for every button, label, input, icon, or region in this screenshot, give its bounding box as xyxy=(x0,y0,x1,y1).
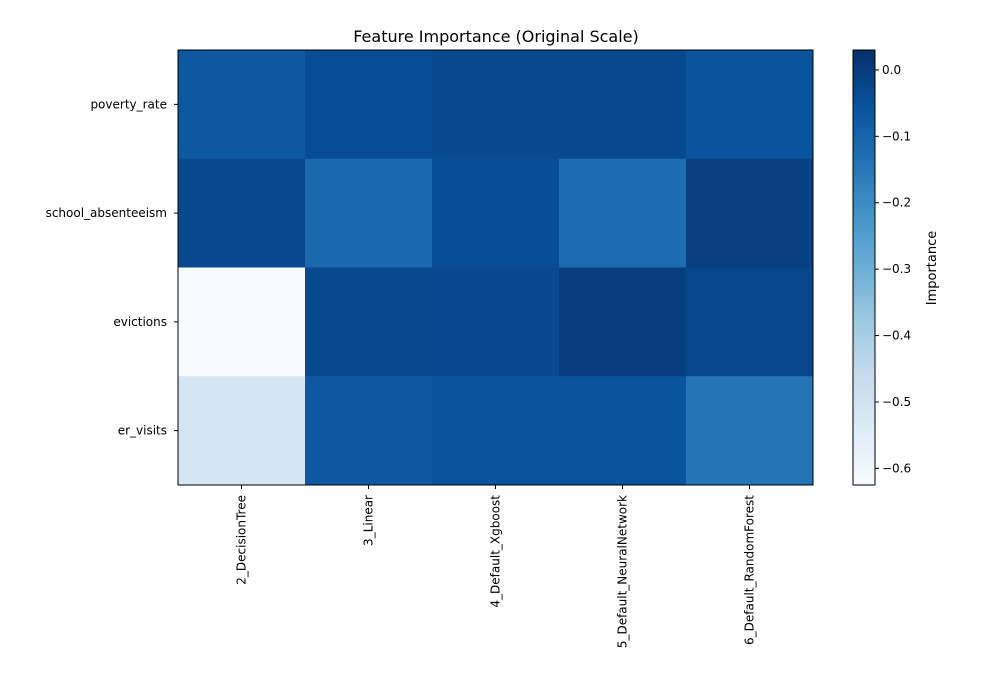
heatmap-cell xyxy=(432,376,560,486)
heatmap-cell xyxy=(178,267,306,377)
heatmap-cell xyxy=(178,158,306,268)
heatmap-cell xyxy=(305,267,433,377)
heatmap-cell xyxy=(432,50,560,160)
row-labels: poverty_rate school_absenteeism evictions e… xyxy=(46,97,178,438)
colorbar-tick-label: −0.3 xyxy=(882,262,911,276)
colorbar-tick-label: −0.6 xyxy=(882,461,911,475)
colorbar-tick-label: −0.4 xyxy=(882,329,911,343)
heatmap-cell xyxy=(686,376,814,486)
column-label: 3_Linear xyxy=(362,495,376,546)
heatmap-cell xyxy=(686,267,814,377)
heatmap-cell xyxy=(305,50,433,160)
heatmap-cell xyxy=(178,50,306,160)
column-label: 6_Default_RandomForest xyxy=(743,495,757,645)
heatmap-cell xyxy=(432,267,560,377)
heatmap-cell xyxy=(559,267,687,377)
chart-title: Feature Importance (Original Scale) xyxy=(353,27,639,46)
heatmap-cell xyxy=(305,376,433,486)
colorbar-tick-label: 0.0 xyxy=(882,63,901,77)
colorbar-ticks: 0.0 −0.1 −0.2 −0.3 −0.4 −0.5 −0.6 xyxy=(875,63,911,475)
column-label: 4_Default_Xgboost xyxy=(489,495,503,608)
heatmap-cell xyxy=(432,158,560,268)
row-label: er_visits xyxy=(118,424,167,438)
heatmap-cell xyxy=(559,158,687,268)
heatmap-cell xyxy=(305,158,433,268)
heatmap-cell xyxy=(559,50,687,160)
colorbar-tick-label: −0.2 xyxy=(882,196,911,210)
column-label: 2_DecisionTree xyxy=(235,495,249,585)
colorbar xyxy=(852,49,876,486)
heatmap-cells xyxy=(178,50,814,486)
heatmap-cell xyxy=(686,50,814,160)
colorbar-label: Importance xyxy=(925,231,940,306)
heatmap-cell xyxy=(686,158,814,268)
row-label: school_absenteeism xyxy=(46,206,167,220)
heatmap-cell xyxy=(178,376,306,486)
row-label: evictions xyxy=(113,315,167,329)
row-label: poverty_rate xyxy=(90,97,167,111)
column-labels: 2_DecisionTree 3_Linear 4_Default_Xgboost 5… xyxy=(235,485,757,648)
colorbar-tick-label: −0.5 xyxy=(882,395,911,409)
column-label: 5_Default_NeuralNetwork xyxy=(616,495,630,648)
colorbar-tick-label: −0.1 xyxy=(882,129,911,143)
heatmap-cell xyxy=(559,376,687,486)
